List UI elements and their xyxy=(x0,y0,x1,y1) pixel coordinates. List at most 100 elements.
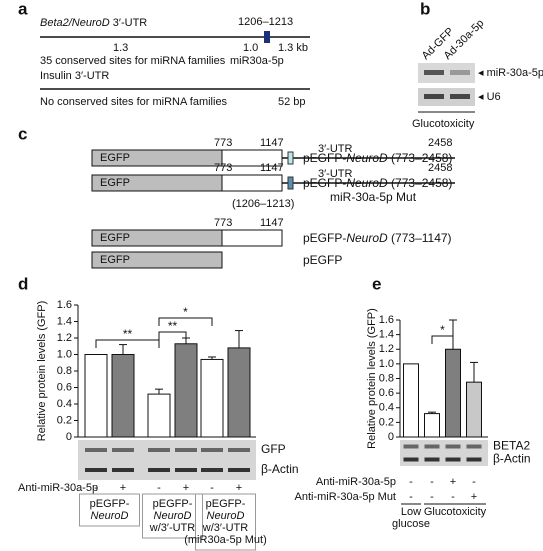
y-tick-label: 1.2 xyxy=(57,332,72,344)
y-tick-label: 1.2 xyxy=(379,343,394,355)
treatment-label: Anti-miR-30a-5p xyxy=(18,482,98,494)
band xyxy=(201,448,223,452)
bar xyxy=(147,393,171,438)
blot xyxy=(418,88,475,106)
sign: - xyxy=(157,482,161,494)
band xyxy=(450,70,470,75)
mirna: miR30a-5p xyxy=(230,55,284,67)
panel-letter: e xyxy=(372,274,381,293)
range: (773–2458) xyxy=(391,151,452,165)
gene-label: Beta2/NeuroD 3′-UTR xyxy=(40,17,147,29)
sign: - xyxy=(210,482,214,494)
y-tick-label: 0.2 xyxy=(379,416,394,428)
band xyxy=(112,448,134,452)
band xyxy=(201,468,223,472)
site-label: 1206–1213 xyxy=(238,16,293,28)
group-label: Low xyxy=(401,506,421,518)
pos-label: 1.3 kb xyxy=(278,42,308,54)
pos-label: 1147 xyxy=(260,162,284,174)
group-label: pEGFP- xyxy=(90,498,130,510)
bar xyxy=(227,347,251,438)
construct-label: pEGFP-NeuroD (773–2458) xyxy=(303,151,452,165)
gene: NeuroD xyxy=(346,176,388,190)
band xyxy=(445,444,461,449)
utr: 3′-UTR xyxy=(113,17,148,29)
band xyxy=(148,468,170,472)
bracket xyxy=(158,317,213,326)
bracket xyxy=(95,339,160,348)
group-label: w/3′-UTR xyxy=(202,522,249,534)
box-label: EGFP xyxy=(100,177,130,189)
construct-label: pEGFP xyxy=(303,253,342,267)
group-box xyxy=(142,493,203,539)
band xyxy=(403,457,419,462)
group-label: NeuroD xyxy=(91,510,129,522)
band xyxy=(466,457,482,462)
prefix: pEGFP- xyxy=(303,231,346,245)
sign: - xyxy=(94,482,98,494)
band xyxy=(424,70,444,75)
group-label: pEGFP- xyxy=(206,498,246,510)
pos-label: 773 xyxy=(214,162,232,174)
pos-label: 1.0 xyxy=(243,42,258,54)
y-tick-label: 0.2 xyxy=(57,414,72,426)
blot-label: β-Actin xyxy=(493,452,531,466)
bar xyxy=(84,354,108,438)
band xyxy=(445,457,461,462)
utr-box xyxy=(221,174,283,192)
bar xyxy=(403,363,419,438)
pos-label: 1147 xyxy=(260,137,284,149)
bar xyxy=(466,381,482,438)
egfp-box xyxy=(91,251,223,269)
y-tick-label: 1.6 xyxy=(379,314,394,326)
band xyxy=(228,468,250,472)
band xyxy=(228,448,250,452)
utr-box xyxy=(221,229,283,247)
length: 52 bp xyxy=(278,96,306,108)
band xyxy=(466,444,482,449)
gene: NeuroD xyxy=(346,151,388,165)
band xyxy=(424,94,444,99)
group-box xyxy=(79,493,140,527)
pos-label: 2458 xyxy=(428,162,452,174)
gene: NeuroD xyxy=(346,231,388,245)
construct-label: pEGFP-NeuroD (773–2458) xyxy=(303,176,452,190)
band xyxy=(403,444,419,449)
group-label: Glucotoxicity xyxy=(424,506,487,518)
blot xyxy=(418,63,475,83)
pos-label: 773 xyxy=(214,217,232,229)
sign: - xyxy=(451,491,455,503)
band xyxy=(424,457,440,462)
bar xyxy=(200,358,224,438)
y-axis-title: Relative protein levels (GFP) xyxy=(366,308,378,449)
box-label: EGFP xyxy=(100,254,130,266)
band xyxy=(175,448,197,452)
sign: - xyxy=(430,491,434,503)
blot-label: GFP xyxy=(261,442,286,456)
y-tick-label: 0.4 xyxy=(379,402,394,414)
y-tick-label: 1.0 xyxy=(57,348,72,360)
box-label: EGFP xyxy=(100,232,130,244)
utr-label: 3′-UTR xyxy=(318,143,353,155)
group-label: pEGFP- xyxy=(153,498,193,510)
bar xyxy=(111,354,135,438)
pos-label: 1147 xyxy=(260,217,284,229)
y-tick-label: 1.6 xyxy=(57,299,72,311)
box-label: EGFP xyxy=(100,152,130,164)
significance: * xyxy=(183,305,188,319)
panel-letter: a xyxy=(18,0,28,18)
y-tick-label: 1.0 xyxy=(379,358,394,370)
group-label: w/3′-UTR xyxy=(149,522,196,534)
sign: - xyxy=(409,476,413,488)
condition: Glucotoxicity xyxy=(412,118,475,130)
site-box xyxy=(287,176,294,190)
y-tick-label: 0 xyxy=(66,431,72,443)
significance: ** xyxy=(168,319,178,333)
bar xyxy=(445,348,461,438)
group-box xyxy=(195,493,256,551)
sign: + xyxy=(471,491,477,503)
band-label: ◂ U6 xyxy=(478,91,501,103)
band-label: ◂ miR-30a-5p xyxy=(478,67,543,79)
y-tick-label: 0.4 xyxy=(57,398,72,410)
y-tick-label: 0.6 xyxy=(57,381,72,393)
